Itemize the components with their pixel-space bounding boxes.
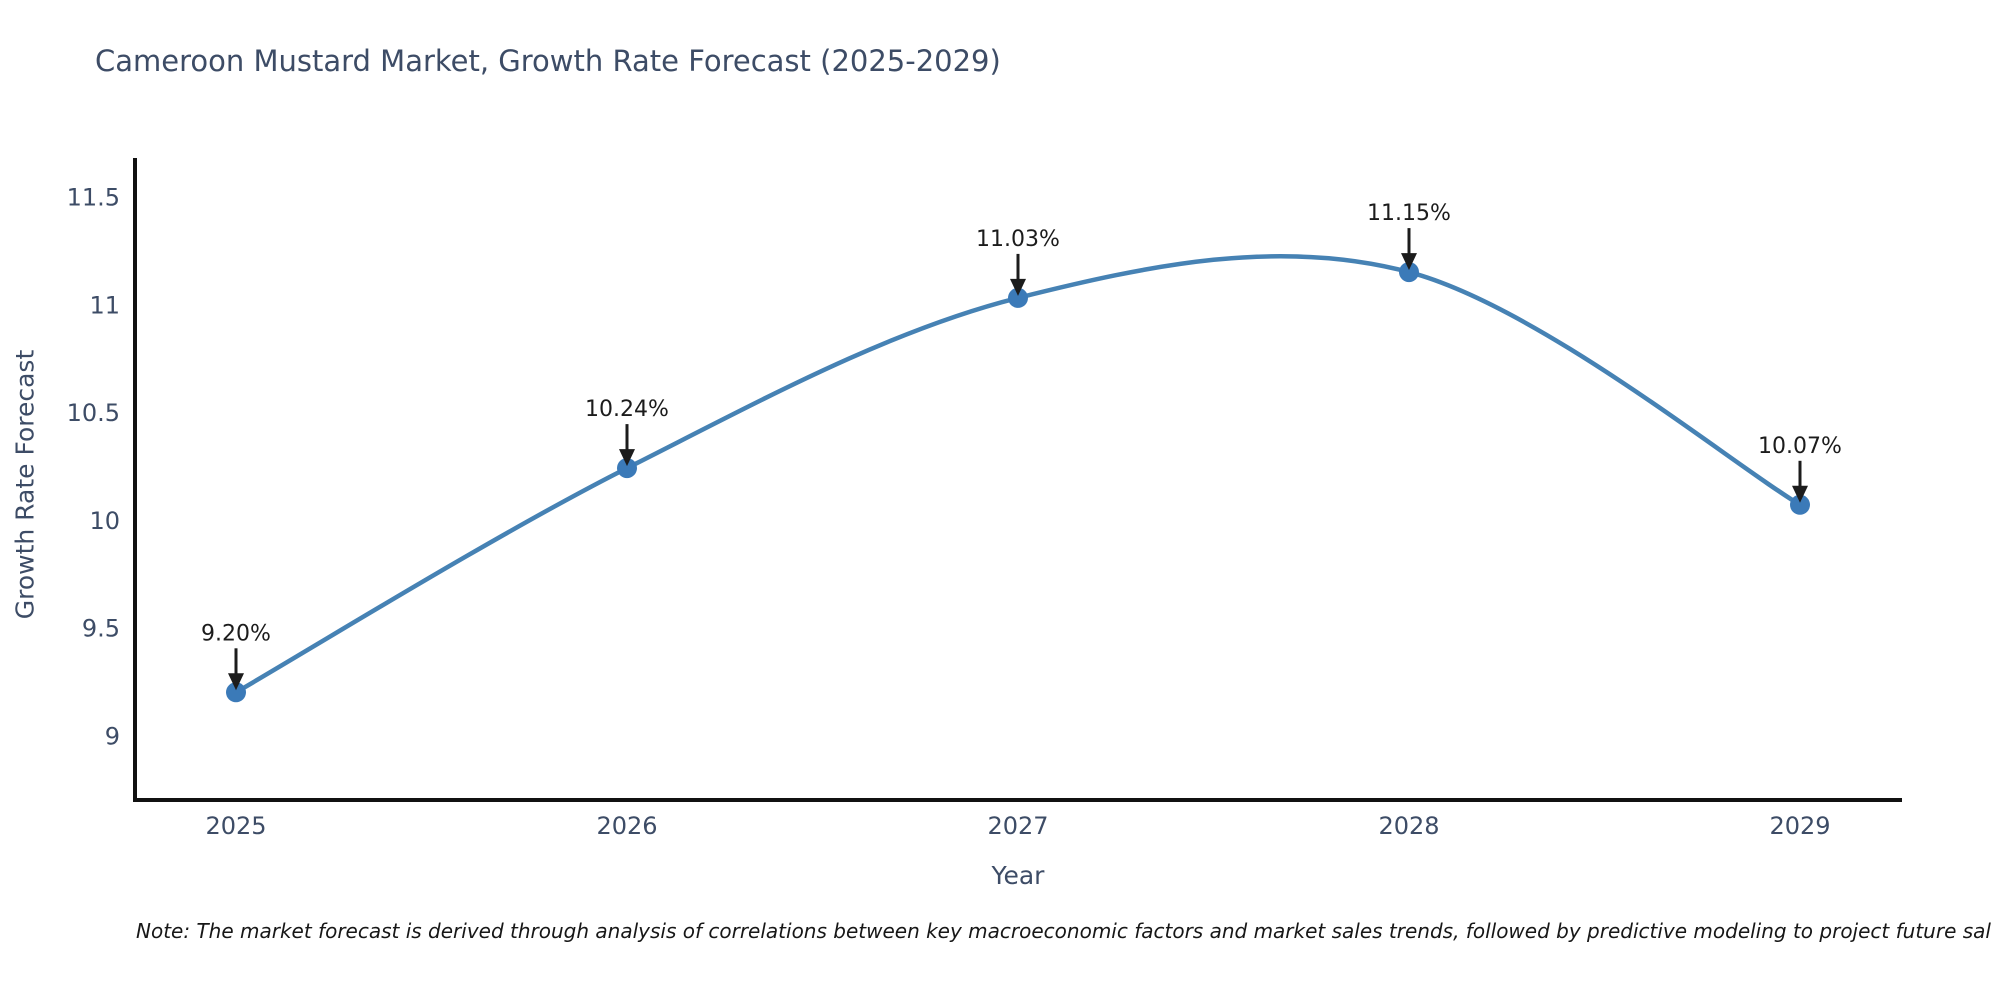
y-tick-labels: 9 9.5 10 10.5 11 11.5 [67, 184, 120, 751]
point-annotation: 9.20% [201, 621, 271, 691]
annotation-arrow-head [1401, 253, 1417, 271]
y-tick-label: 9 [105, 722, 120, 750]
footnote: Note: The market forecast is derived thr… [136, 919, 1991, 943]
annotation-label: 11.15% [1367, 201, 1451, 226]
point-annotation: 10.24% [585, 397, 669, 467]
data-point-marker [1790, 494, 1810, 515]
point-annotation: 10.07% [1758, 434, 1842, 503]
y-tick-label: 10.5 [67, 399, 120, 427]
x-tick-labels: 2025 2026 2027 2028 2029 [205, 812, 1830, 840]
annotation-label: 10.24% [585, 397, 669, 422]
point-annotation: 11.15% [1367, 201, 1451, 271]
point-annotations: 9.20% 10.24% 11.03% 11.15% 10.07% [201, 201, 1842, 691]
x-tick-label: 2029 [1769, 812, 1830, 840]
axis-spines [133, 158, 1902, 802]
data-point-marker [617, 458, 637, 479]
annotation-arrow-head [1010, 278, 1026, 296]
y-tick-label: 11.5 [67, 184, 120, 212]
annotation-arrow-head [228, 673, 244, 691]
point-annotation: 11.03% [976, 227, 1060, 296]
trend-line [233, 253, 1803, 695]
x-tick-label: 2026 [596, 812, 657, 840]
data-point-marker [1008, 287, 1028, 308]
data-point-markers [226, 262, 1810, 703]
data-point-marker [1399, 262, 1419, 283]
x-tick-label: 2028 [1378, 812, 1439, 840]
annotation-arrow-head [619, 449, 635, 467]
chart-title: Cameroon Mustard Market, Growth Rate For… [95, 44, 1001, 78]
annotation-label: 10.07% [1758, 434, 1842, 459]
annotation-label: 11.03% [976, 227, 1060, 252]
y-tick-label: 11 [89, 291, 120, 319]
y-tick-label: 10 [89, 507, 120, 535]
y-tick-label: 9.5 [82, 615, 120, 643]
x-tick-label: 2025 [205, 812, 266, 840]
x-axis-label: Year [991, 861, 1045, 890]
annotation-arrow-head [1792, 485, 1808, 503]
data-point-marker [226, 682, 246, 703]
annotation-label: 9.20% [201, 621, 271, 646]
x-tick-label: 2027 [987, 812, 1048, 840]
